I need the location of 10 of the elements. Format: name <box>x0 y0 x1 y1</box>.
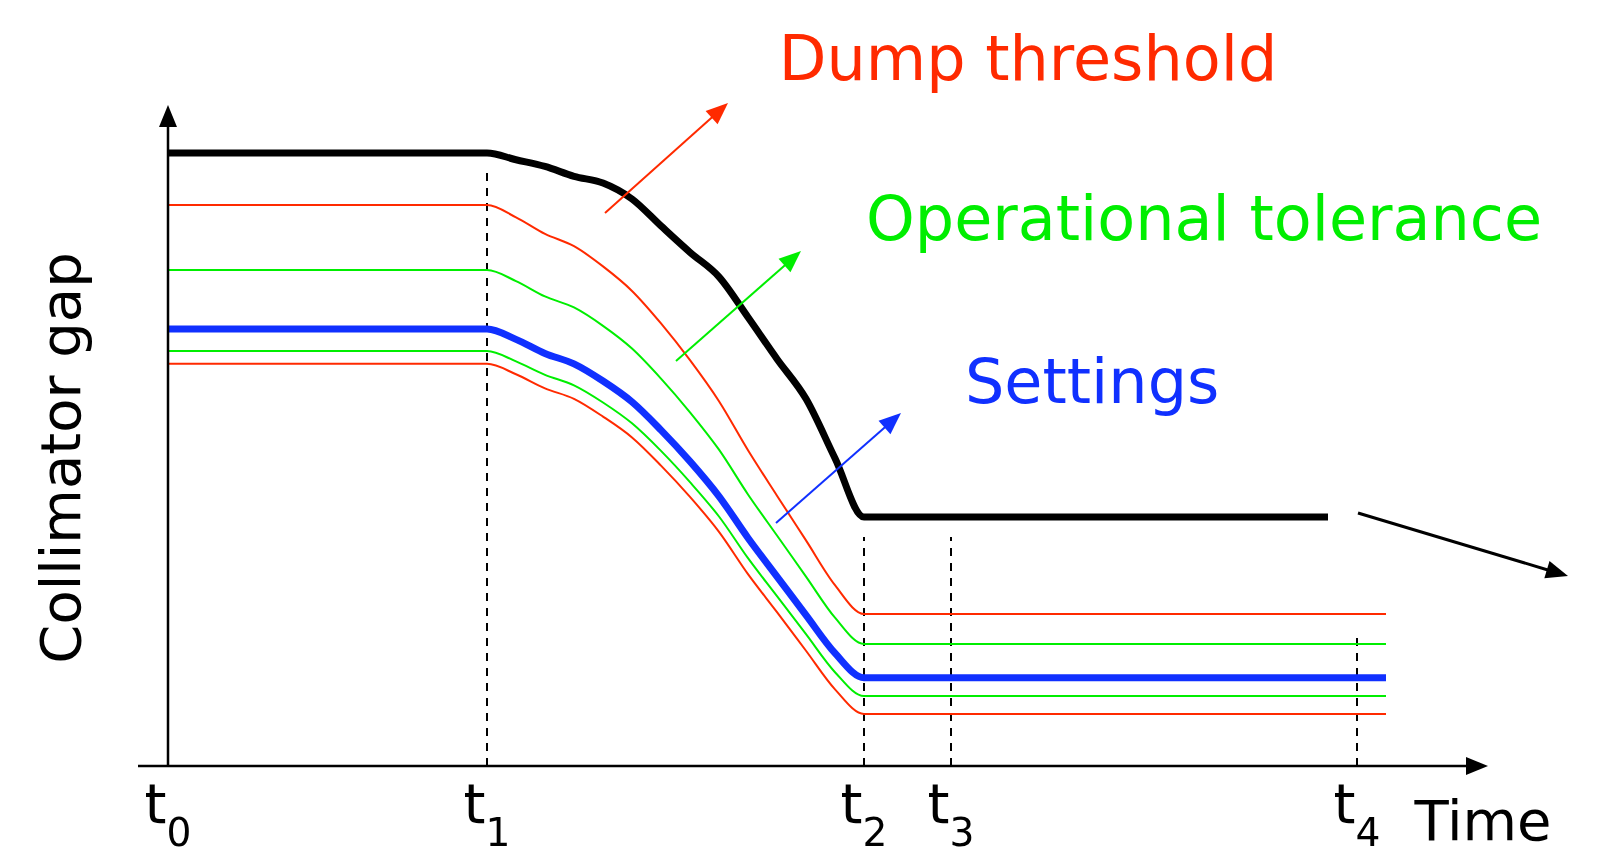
x-tick-label: t$_{3}$ <box>927 771 975 855</box>
legend-label: Settings <box>965 345 1220 418</box>
y-axis-title: Collimator gap <box>28 252 93 664</box>
x-axis-title: Time <box>1413 788 1552 853</box>
text: Dump threshold <box>778 22 1278 95</box>
x-tick-label: t$_{0}$ <box>144 771 192 855</box>
legend-label: Operational tolerance <box>866 182 1543 255</box>
x-tick-label: t$_{2}$ <box>840 771 888 855</box>
x-tick-label: t$_{4}$ <box>1333 771 1381 855</box>
x-tick-label: t$_{1}$ <box>463 771 511 855</box>
